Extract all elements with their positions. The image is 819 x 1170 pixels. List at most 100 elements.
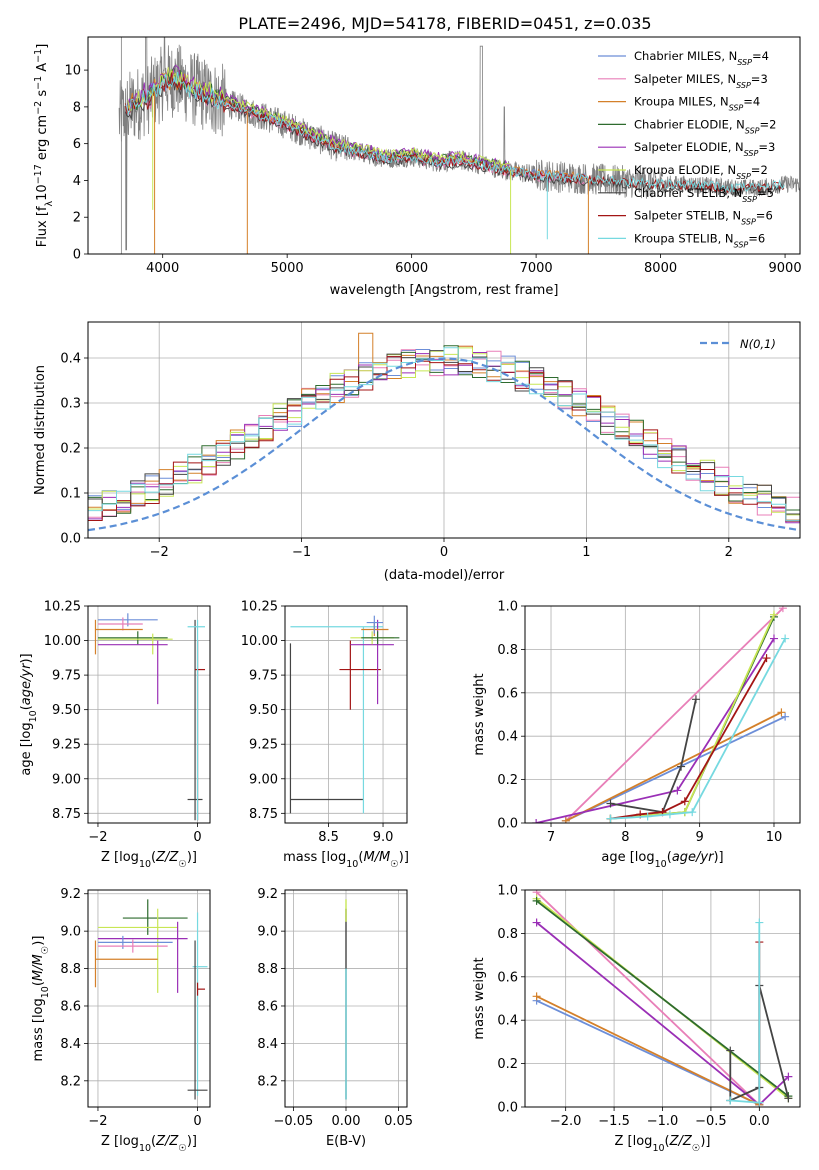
plot-area-age-vs-Z bbox=[94, 613, 206, 821]
x-axis-label: Z [log10(Z/Z☉)] bbox=[101, 850, 197, 870]
x-tick-label: −1 bbox=[292, 545, 311, 560]
label-part: A bbox=[35, 63, 50, 76]
x-tick-label: 1 bbox=[582, 545, 590, 560]
legend-name: Chabrier ELODIE bbox=[634, 117, 729, 131]
y-tick-label: 6 bbox=[73, 137, 81, 152]
x-tick-label: −2 bbox=[88, 830, 107, 845]
label-part: Flux [f bbox=[35, 206, 50, 247]
y-tick-label: 9.0 bbox=[257, 925, 278, 940]
label-part: Z [log bbox=[615, 1134, 653, 1149]
legend-name: Chabrier MILES bbox=[634, 49, 721, 63]
series-salpeter-miles bbox=[532, 890, 764, 1107]
series-point bbox=[691, 695, 700, 704]
grid-age-vs-Z bbox=[88, 605, 210, 823]
label-part: −17 bbox=[33, 164, 44, 184]
y-tick-label: 10 bbox=[64, 64, 81, 79]
x-tick-label: −1.5 bbox=[598, 1114, 630, 1129]
y-tick-label: 0.6 bbox=[497, 970, 518, 985]
panel-residuals: −2 −1 0 1 2 0.0 0.1 0.2 0.3 0.4 N(0,1) (data-model)… bbox=[33, 321, 801, 583]
label-part: Z/Z bbox=[155, 850, 179, 865]
normal-curve bbox=[88, 357, 800, 532]
x-axis-label: Z [log10(Z/Z☉)] bbox=[101, 1134, 197, 1154]
legend-entry-chabrier-stelib: Chabrier STELIB, NSSP=5 bbox=[634, 186, 774, 204]
y-tick-label: 0.4 bbox=[497, 1014, 518, 1029]
series-point bbox=[606, 799, 615, 808]
y-tick-label: 0.0 bbox=[497, 817, 518, 832]
x-tick-label: −2.0 bbox=[550, 1114, 582, 1129]
y-axis-label: mass weight bbox=[472, 957, 487, 1039]
label-part: mass [log bbox=[31, 998, 46, 1061]
series-point bbox=[781, 634, 790, 643]
y-tick-label: 4 bbox=[73, 174, 81, 189]
legend-name: Chabrier STELIB bbox=[634, 186, 726, 200]
legend-entry-salpeter-miles: Salpeter MILES, NSSP=3 bbox=[634, 72, 768, 90]
x-axis-label: wavelength [Angstrom, rest frame] bbox=[330, 283, 559, 298]
errorbar-chabrier-stelib bbox=[289, 643, 364, 814]
legend-entry-salpeter-stelib: Salpeter STELIB, NSSP=6 bbox=[634, 209, 773, 227]
x-tick-label: 8.5 bbox=[318, 830, 339, 845]
label-part: age/yr bbox=[672, 850, 715, 865]
label-part: ( bbox=[151, 850, 156, 865]
series-point bbox=[762, 654, 771, 663]
label-part: age [log bbox=[19, 722, 34, 775]
legend-name: Kroupa MILES bbox=[634, 95, 713, 109]
x-tick-label: 8000 bbox=[644, 261, 677, 276]
legend-name: Salpeter ELODIE bbox=[634, 140, 728, 154]
legend-name: Salpeter MILES bbox=[634, 72, 720, 86]
errorbar-kroupa-elodie bbox=[97, 908, 178, 993]
label-part: Z [log bbox=[101, 850, 139, 865]
x-tick-label: 2 bbox=[725, 545, 733, 560]
panel-age-vs-mass: 8.5 9.0 8.75 9.00 9.25 9.50 9.75 10.00 10.25 mass… bbox=[241, 600, 409, 870]
x-tick-label: 0.05 bbox=[384, 1114, 413, 1129]
plot-area-mass-weight-vs-age bbox=[532, 606, 790, 823]
y-tick-label: 0.4 bbox=[60, 352, 81, 367]
legend-nssp-prefix: , N bbox=[720, 72, 736, 86]
label-part: ☉ bbox=[40, 946, 51, 955]
series-point bbox=[561, 816, 570, 823]
label-part: M/M bbox=[31, 954, 46, 981]
series-line bbox=[565, 607, 784, 822]
label-part: 10 bbox=[35, 184, 50, 201]
legend-nssp-eq: = bbox=[756, 209, 766, 223]
axes-frame bbox=[87, 605, 211, 824]
y-tick-label: 8.2 bbox=[60, 1074, 81, 1089]
y-tick-label: 8.4 bbox=[60, 1037, 81, 1052]
y-tick-label: 0.2 bbox=[60, 442, 81, 457]
legend-entry-kroupa-miles: Kroupa MILES, NSSP=4 bbox=[634, 95, 760, 113]
y-axis-label: Normed distribution bbox=[33, 365, 48, 495]
y-tick-label: 8.8 bbox=[60, 962, 81, 977]
grid-mass-weight-vs-age bbox=[525, 605, 800, 824]
plot-area-age-vs-mass bbox=[289, 615, 400, 814]
label-part: Z [log bbox=[101, 1134, 139, 1149]
label-part: −2 bbox=[33, 101, 44, 115]
legend-nssp-value: 3 bbox=[760, 72, 767, 86]
legend-name: Salpeter STELIB bbox=[634, 209, 725, 223]
legend-nssp-value: 6 bbox=[758, 231, 765, 245]
errorbar-chabrier-miles bbox=[366, 615, 384, 634]
y-tick-label: 9.75 bbox=[249, 669, 278, 684]
legend-nssp-value: 3 bbox=[768, 140, 775, 154]
x-tick-label: 7000 bbox=[520, 261, 553, 276]
panel-mass-vs-Z: −2 08.28.48.68.89.09.2Z [log10(Z/Z☉)]mass… bbox=[31, 887, 211, 1154]
panel-mass-vs-ebv: −0.05 0.00 0.05 8.2 8.4 8.6 8.8 9.0 9.2 E(B-V) bbox=[257, 887, 413, 1149]
label-part: λ bbox=[44, 200, 55, 206]
errorbar-salpeter-elodie bbox=[97, 921, 188, 993]
legend-nssp-value: 4 bbox=[753, 95, 760, 109]
errorbar-chabrier-elodie bbox=[97, 631, 168, 645]
series-point bbox=[680, 797, 689, 806]
series-point bbox=[784, 1072, 793, 1081]
series-point bbox=[688, 808, 697, 817]
legend-name: Kroupa STELIB bbox=[634, 231, 718, 245]
grid-mass-vs-Z bbox=[88, 890, 210, 1107]
legend-entry-normal: N(0,1) bbox=[740, 337, 776, 351]
errorbar-chabrier-elodie bbox=[122, 899, 188, 935]
y-tick-label: 9.75 bbox=[52, 669, 81, 684]
label-part: erg cm bbox=[35, 115, 50, 164]
series-point bbox=[755, 918, 764, 927]
label-part: age [log bbox=[601, 850, 654, 865]
y-axis-label: Flux [fλ10−17 erg cm−2 s−1 A−1] bbox=[33, 44, 55, 248]
y-tick-label: 2 bbox=[73, 211, 81, 226]
label-part: 10 bbox=[652, 1143, 664, 1154]
series-point bbox=[673, 786, 682, 795]
